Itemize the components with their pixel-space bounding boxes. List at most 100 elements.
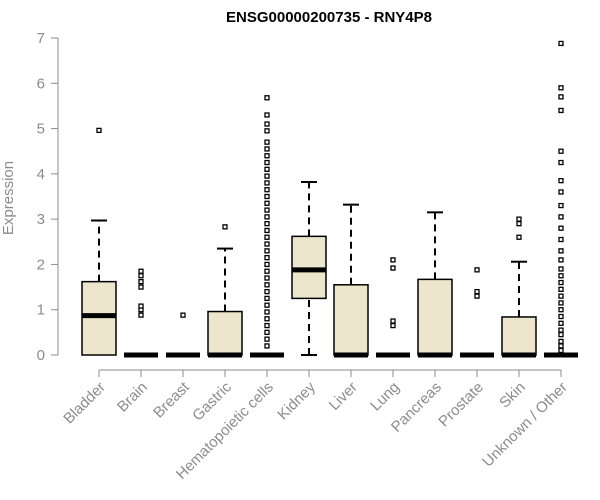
box-group [544, 40, 578, 358]
outlier-point [390, 322, 396, 329]
outlier-point [558, 159, 564, 166]
outlier-point [558, 189, 564, 195]
x-tick-label: Kidney [274, 378, 319, 423]
outlier-point [558, 214, 564, 220]
x-tick-label: Liver [326, 379, 361, 414]
outlier-point [264, 139, 270, 145]
outlier-point [558, 331, 564, 338]
x-tick-label: Bladder [60, 379, 109, 428]
outlier-point [558, 85, 564, 91]
outlier-point [474, 293, 480, 299]
outlier-point [264, 241, 270, 247]
outlier-point [558, 248, 564, 254]
outlier-point [264, 159, 270, 166]
outlier-point [264, 227, 270, 234]
outlier-point [222, 224, 228, 230]
outlier-point [516, 216, 522, 222]
outlier-point [264, 207, 270, 213]
outlier-point [180, 312, 186, 318]
y-tick-label: 7 [37, 30, 45, 47]
outlier-point [264, 268, 270, 274]
outlier-point [558, 286, 564, 292]
y-axis: 0 1 2 3 4 5 6 7 [37, 30, 59, 364]
outlier-point [558, 307, 564, 313]
chart-title: ENSG00000200735 - RNY4P8 [226, 9, 432, 26]
x-tick-label: Lung [367, 379, 403, 415]
outlier-point [558, 320, 564, 326]
box [207, 310, 243, 356]
outlier-point [264, 261, 270, 268]
outlier-point [558, 338, 564, 345]
outlier-point [558, 343, 564, 349]
outlier-point [264, 295, 270, 302]
outlier-point [558, 273, 564, 279]
outlier-point [264, 128, 270, 134]
box-group [460, 267, 494, 358]
y-tick-label: 1 [37, 302, 45, 319]
outlier-point [96, 127, 102, 134]
outlier-point [390, 265, 396, 271]
outlier-point [264, 221, 270, 227]
outlier-point [264, 95, 270, 101]
y-tick-label: 4 [37, 166, 45, 183]
outlier-point [264, 166, 270, 172]
outlier-point [264, 288, 270, 295]
outlier-point [264, 214, 270, 220]
outlier-point [138, 312, 144, 318]
box-group [417, 211, 453, 358]
box-group [376, 257, 410, 358]
y-tick-label: 2 [37, 256, 45, 273]
outlier-point [264, 180, 270, 186]
x-tick-label: Brain [114, 379, 151, 416]
outlier-point [558, 347, 564, 354]
outlier-point [138, 303, 144, 309]
outlier-point [264, 275, 270, 281]
outlier-point [264, 153, 270, 159]
outlier-point [264, 336, 270, 342]
outlier-point [264, 234, 270, 240]
outlier-point [474, 288, 480, 295]
outlier-point [264, 322, 270, 329]
plot-area [81, 40, 578, 358]
box-group [207, 224, 243, 358]
outlier-point [264, 302, 270, 308]
outlier-point [390, 318, 396, 324]
outlier-point [264, 282, 270, 288]
outlier-point [558, 327, 564, 333]
y-axis-label: Expression [0, 161, 17, 235]
outlier-point [558, 279, 564, 286]
outlier-point [558, 266, 564, 272]
outlier-point [558, 94, 564, 100]
outlier-point [138, 268, 144, 274]
box-group [501, 216, 537, 358]
outlier-point [138, 273, 144, 279]
x-tick-label: Breast [150, 378, 193, 421]
outlier-point [264, 200, 270, 206]
y-tick-label: 3 [37, 211, 45, 228]
x-tick-label: Prostate [435, 379, 487, 431]
outlier-point [264, 316, 270, 322]
outlier-point [264, 329, 270, 336]
box-group [81, 127, 117, 356]
outlier-point [558, 313, 564, 320]
outlier-point [558, 202, 564, 209]
outlier-point [138, 284, 144, 290]
outlier-point [264, 121, 270, 127]
outlier-point [558, 107, 564, 114]
outlier-point [558, 300, 564, 306]
outlier-point [264, 309, 270, 315]
box-group [124, 268, 158, 358]
box [417, 278, 453, 356]
outlier-point [558, 293, 564, 299]
outlier-point [558, 148, 564, 154]
outlier-point [558, 225, 564, 231]
outlier-point [264, 112, 270, 118]
box [501, 316, 537, 356]
box-group [291, 181, 327, 356]
outlier-point [558, 236, 564, 243]
outlier-point [264, 173, 270, 179]
outlier-point [558, 257, 564, 263]
y-tick-label: 6 [37, 75, 45, 92]
